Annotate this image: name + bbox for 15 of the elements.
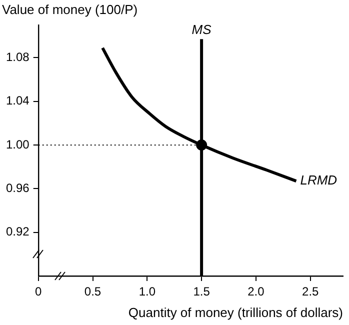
- series-label: LRMD: [300, 172, 338, 188]
- y-axis-title: Value of money (100/P): [2, 2, 138, 17]
- y-tick-label: 1.08: [6, 50, 30, 64]
- series-label: MS: [192, 22, 212, 38]
- y-tick-label: 1.04: [6, 94, 30, 108]
- y-tick-label: 0.92: [6, 224, 30, 239]
- x-tick-label: 2.5: [302, 284, 320, 299]
- y-tick-label: 1.00: [6, 137, 30, 152]
- x-tick-label: 2.0: [248, 284, 265, 299]
- x-tick-label: 0.5: [84, 284, 102, 299]
- y-tick-label: 0.96: [6, 181, 30, 196]
- x-tick-label: 1.5: [193, 284, 210, 299]
- x-axis-title: Quantity of money (trillions of dollars): [128, 304, 343, 320]
- x-tick-label: 0: [35, 284, 42, 299]
- x-tick-label: 1.0: [138, 284, 156, 299]
